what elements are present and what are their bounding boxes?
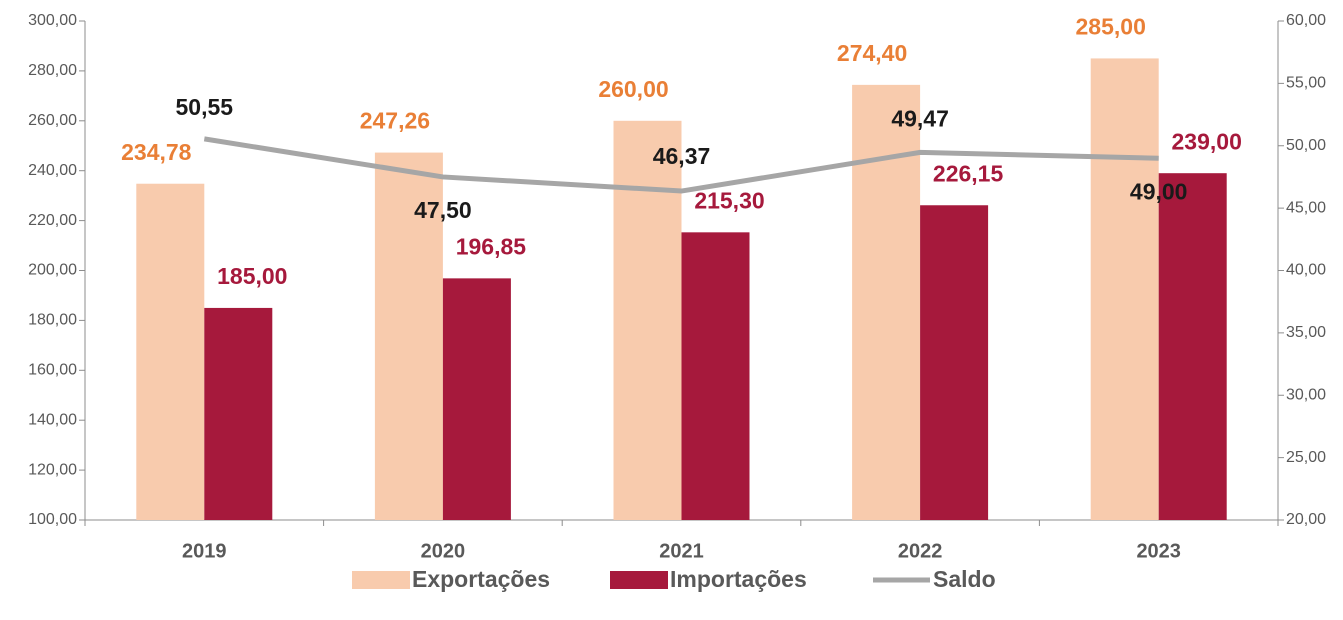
y2-tick-label: 50,00 (1286, 137, 1326, 154)
x-tick-label: 2022 (898, 540, 943, 562)
y2-tick-label: 20,00 (1286, 511, 1326, 528)
bar (613, 120, 682, 521)
legend-swatch (352, 571, 410, 589)
y2-tick-label: 55,00 (1286, 75, 1326, 92)
data-label: 260,00 (598, 76, 668, 102)
bar (852, 84, 921, 520)
y-tick-label: 120,00 (28, 461, 77, 478)
x-tick-label: 2021 (659, 540, 704, 562)
y-tick-label: 300,00 (28, 12, 77, 29)
data-label: 285,00 (1076, 14, 1146, 40)
data-label: 247,26 (360, 108, 430, 134)
legend-label: Exportações (412, 566, 550, 592)
y-tick-label: 200,00 (28, 262, 77, 279)
data-label: 46,37 (653, 143, 711, 169)
y2-tick-label: 30,00 (1286, 386, 1326, 403)
y2-tick-label: 35,00 (1286, 324, 1326, 341)
data-label: 49,47 (891, 105, 949, 131)
data-label: 49,00 (1130, 178, 1188, 204)
legend-label: Saldo (933, 566, 996, 592)
bar (1090, 58, 1159, 521)
data-label: 234,78 (121, 139, 192, 165)
y2-tick-label: 60,00 (1286, 12, 1326, 29)
bar (136, 183, 205, 520)
data-label: 50,55 (176, 94, 234, 120)
y-tick-label: 240,00 (28, 162, 77, 179)
data-label: 215,30 (694, 187, 764, 213)
bar (374, 152, 443, 520)
data-label: 226,15 (933, 160, 1004, 186)
y-tick-label: 180,00 (28, 312, 77, 329)
y-tick-label: 280,00 (28, 62, 77, 79)
y-tick-label: 140,00 (28, 411, 77, 428)
bar (442, 278, 511, 520)
bar (920, 205, 989, 521)
data-label: 196,85 (456, 233, 527, 259)
legend-label: Importações (670, 566, 807, 592)
data-label: 239,00 (1172, 128, 1242, 154)
legend-swatch (610, 571, 668, 589)
y2-tick-label: 45,00 (1286, 199, 1326, 216)
y-tick-label: 220,00 (28, 212, 77, 229)
data-label: 274,40 (837, 40, 907, 66)
x-tick-label: 2020 (421, 540, 466, 562)
x-tick-label: 2023 (1136, 540, 1181, 562)
y-tick-label: 160,00 (28, 362, 77, 379)
y-tick-label: 260,00 (28, 112, 77, 129)
x-tick-label: 2019 (182, 540, 227, 562)
bar (1158, 173, 1227, 520)
bar (681, 232, 750, 520)
y2-tick-label: 40,00 (1286, 262, 1326, 279)
line (203, 136, 1159, 194)
y2-tick-label: 25,00 (1286, 449, 1326, 466)
bar (204, 307, 273, 520)
y-tick-label: 100,00 (28, 511, 77, 528)
data-label: 47,50 (414, 197, 472, 223)
data-label: 185,00 (217, 263, 287, 289)
